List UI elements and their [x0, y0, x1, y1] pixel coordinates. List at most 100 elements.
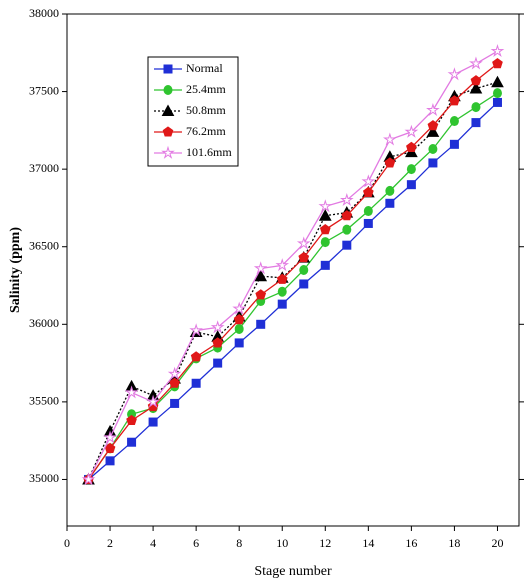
x-tick-label: 6 [193, 536, 199, 550]
y-tick-label: 37500 [29, 83, 59, 97]
marker [254, 269, 268, 282]
x-tick-label: 0 [64, 536, 70, 550]
marker [428, 158, 438, 168]
y-tick-label: 38000 [29, 6, 59, 20]
marker [426, 102, 440, 117]
marker [426, 125, 440, 137]
series-line [87, 50, 498, 480]
marker [492, 97, 502, 107]
marker [299, 265, 309, 275]
marker [471, 102, 481, 113]
marker [428, 143, 438, 154]
marker [384, 157, 396, 168]
y-tick-label: 35500 [29, 394, 59, 408]
marker [406, 164, 416, 175]
y-tick-label: 37000 [29, 161, 59, 175]
marker [163, 64, 173, 74]
marker [189, 323, 203, 337]
marker [319, 224, 331, 235]
marker [361, 174, 376, 188]
marker [234, 338, 244, 348]
marker [103, 430, 117, 444]
y-tick-label: 35000 [29, 471, 59, 485]
marker [190, 351, 202, 362]
marker [404, 124, 419, 138]
legend-label: 101.6mm [186, 145, 232, 159]
marker [81, 472, 96, 486]
marker [162, 126, 174, 137]
marker [427, 120, 439, 131]
marker [167, 366, 182, 380]
marker [161, 104, 175, 116]
legend-label: 25.4mm [186, 82, 226, 96]
marker [124, 385, 139, 399]
marker [449, 95, 460, 106]
marker [342, 240, 352, 250]
marker [126, 414, 137, 426]
marker [385, 198, 395, 208]
marker [277, 286, 287, 297]
marker [275, 258, 290, 272]
x-tick-label: 14 [362, 536, 374, 550]
marker [320, 237, 330, 248]
marker [383, 132, 397, 146]
marker [406, 141, 417, 152]
marker [318, 209, 332, 221]
marker [342, 224, 352, 235]
marker [492, 58, 503, 69]
x-tick-label: 18 [448, 536, 460, 550]
marker [406, 180, 416, 190]
plot-frame [66, 13, 520, 527]
legend-label: 76.2mm [186, 124, 226, 138]
marker [339, 192, 354, 207]
x-tick-label: 4 [150, 536, 156, 550]
x-axis-label: Stage number [254, 564, 332, 579]
marker [233, 314, 245, 325]
marker [296, 236, 311, 250]
marker [385, 185, 395, 196]
marker [105, 456, 115, 466]
marker [234, 323, 244, 334]
x-tick-label: 2 [107, 536, 113, 550]
x-tick-label: 10 [276, 536, 288, 550]
marker [213, 358, 223, 368]
x-tick-label: 16 [405, 536, 417, 550]
marker [449, 139, 459, 149]
marker [127, 437, 137, 447]
legend-label: 50.8mm [186, 103, 226, 117]
marker [299, 279, 309, 289]
marker [318, 199, 333, 213]
marker [491, 75, 504, 88]
marker [471, 118, 481, 128]
marker [492, 88, 502, 99]
marker [469, 81, 483, 94]
marker [170, 398, 180, 408]
marker [146, 394, 160, 408]
marker [191, 378, 201, 388]
legend-label: Normal [186, 61, 223, 75]
marker [256, 319, 266, 329]
y-axis-label: Salinity (ppm) [8, 227, 23, 313]
marker [363, 206, 373, 217]
marker [277, 299, 287, 309]
marker [490, 44, 505, 58]
marker [298, 251, 310, 263]
marker [362, 186, 374, 197]
marker [447, 67, 462, 81]
marker [161, 145, 175, 159]
marker [210, 320, 225, 334]
y-tick-label: 36500 [29, 238, 59, 252]
marker [255, 289, 267, 300]
x-tick-label: 12 [319, 536, 331, 550]
marker [232, 301, 247, 315]
marker [320, 260, 330, 270]
marker [169, 377, 180, 388]
marker [449, 116, 459, 127]
marker [470, 75, 482, 86]
marker [148, 417, 158, 427]
marker [363, 218, 373, 228]
marker [469, 56, 483, 70]
x-tick-label: 8 [236, 536, 242, 550]
